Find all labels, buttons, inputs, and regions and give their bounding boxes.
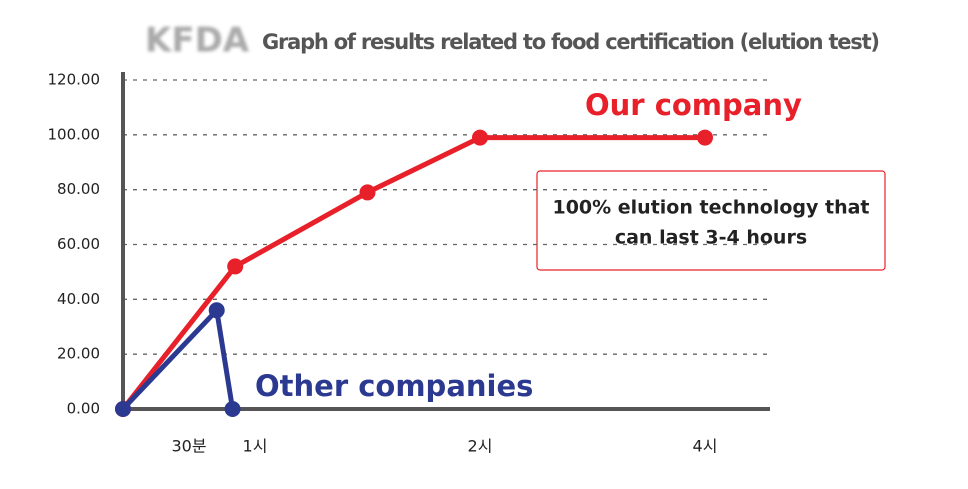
y-tick-label: 80.00 (57, 180, 100, 198)
annotation: can last 3-4 hours (615, 227, 807, 249)
logo: KFDA (145, 21, 250, 61)
y-tick-label: 0.00 (67, 400, 100, 418)
point (208, 302, 225, 319)
point (227, 258, 244, 275)
y-tick-label: 40.00 (57, 290, 100, 308)
point (472, 129, 488, 146)
x-tick-label: 30분 (171, 437, 206, 456)
x-tick-label: 1시 (243, 437, 268, 456)
x-tick-label: 4시 (693, 437, 718, 456)
y-tick-label: 60.00 (57, 235, 100, 253)
point (359, 184, 376, 201)
series-line (121, 307, 236, 411)
point (224, 401, 241, 417)
chart-title: Graph of results related to food certifi… (262, 30, 880, 54)
y-tick-label: 20.00 (57, 345, 100, 363)
series-label: Our company (585, 88, 802, 122)
point (697, 129, 713, 146)
x-tick-label: 2시 (468, 437, 493, 456)
y-tick-label: 120.00 (48, 71, 101, 89)
point (115, 401, 131, 417)
series-label: Other companies (255, 369, 533, 403)
annotation-box (536, 170, 886, 271)
y-tick-label: 100.00 (48, 125, 101, 143)
annotation: 100% elution technology that (552, 197, 869, 219)
